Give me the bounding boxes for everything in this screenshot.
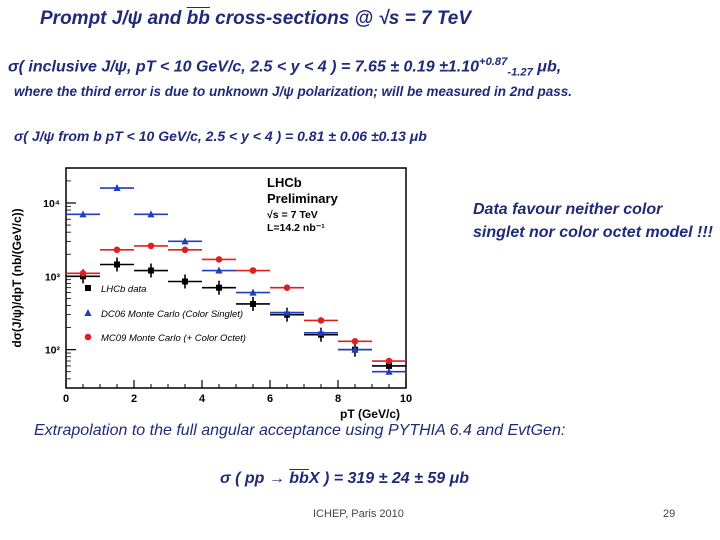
data-point [147,210,155,218]
legend-marker [84,333,92,341]
inclusive-text: σ( inclusive J/ψ, pT < 10 GeV/c, 2.5 < y… [8,58,480,76]
x-tick-label: 10 [400,393,412,405]
result-arrow: → [268,470,285,487]
series-2 [66,242,406,365]
inclusive-sup: +0.87 [479,56,508,68]
data-point [351,345,359,353]
y-axis-label: dσ(J/ψ)/dpT (nb/(GeV/c)) [10,208,24,347]
data-point [147,242,155,250]
y-tick-label: 10³ [45,271,61,283]
extrapolation-text: Extrapolation to the full angular accept… [34,422,566,439]
legend-marker [84,309,92,316]
data-point [181,237,189,245]
y-tick-label: 10⁴ [43,198,60,210]
series-1 [66,184,406,375]
result-bb: bb [289,470,309,487]
data-point [181,246,189,254]
data-point [215,266,223,274]
result-part3: X ) = 319 ± 24 ± 59 μb [308,470,470,487]
data-point [351,337,359,345]
legend-label: MC09 Monte Carlo (+ Color Octet) [101,333,246,344]
data-point [148,267,154,274]
annotation-line: Preliminary [267,191,339,206]
data-point [317,328,325,336]
data-point [283,308,291,316]
chart-axes: 0 2 4 6 8 10 10² 10³ 10⁴ pT (GeV/c) dσ(J/ψ)/dpT (n… [10,167,412,421]
x-tick-label: 8 [335,393,341,405]
data-point [182,278,188,285]
inclusive-sub: -1.27 [507,66,533,79]
data-point [216,284,222,291]
annotation-line: L=14.2 nb⁻¹ [267,222,325,234]
polarization-note: where the third error is due to unknown … [14,84,573,99]
slide-title: Prompt J/ψ and bb cross-sections @ √s = … [40,8,471,30]
annotation-line: √s = 7 TeV [267,209,318,221]
data-point [250,300,256,307]
data-point [249,267,257,274]
data-point [113,184,121,192]
x-tick-label: 2 [131,393,137,405]
x-tick-label: 0 [63,393,69,405]
data-point [114,261,120,268]
legend-label: DC06 Monte Carlo (Color Singlet) [101,309,243,320]
data-point [317,317,325,324]
legend-marker [85,285,91,291]
conclusion-note: Data favour neither color singlet nor co… [473,201,714,241]
data-point [113,246,121,254]
data-point [79,269,87,277]
inclusive-cross-section: σ( inclusive J/ψ, pT < 10 GeV/c, 2.5 < y… [8,56,561,79]
bb-cross-section-result: σ ( pp → bbX ) = 319 ± 24 ± 59 μb [220,470,469,488]
data-point [79,210,87,218]
annotation-line: LHCb [267,175,302,190]
legend-label: LHCb data [101,284,146,295]
data-point [283,284,291,291]
chart-series [66,184,406,375]
title-bb: bb [186,8,210,29]
x-tick-label: 6 [267,393,273,405]
data-point [386,362,392,369]
from-b-cross-section: σ( J/ψ from b pT < 10 GeV/c, 2.5 < y < 4… [14,128,427,144]
footer-text: ICHEP, Paris 2010 [313,508,404,520]
y-tick-label: 10² [45,345,61,357]
x-axis-label: pT (GeV/c) [340,407,400,421]
title-part1: Prompt J/ψ and [40,8,187,29]
page-number: 29 [663,508,676,520]
data-point [215,256,223,263]
data-point [249,288,257,296]
result-part1: σ ( pp [220,470,269,487]
x-tick-label: 4 [199,393,206,405]
cross-section-chart: 0 2 4 6 8 10 10² 10³ 10⁴ pT (GeV/c) dσ(J/ψ)/dpT (n… [10,167,412,421]
data-point [385,357,393,365]
chart-legend: LHCb data DC06 Monte Carlo (Color Singlet… [84,284,246,344]
inclusive-unit: μb, [532,58,562,76]
data-point [385,367,393,375]
title-part2: cross-sections @ √s = 7 TeV [209,8,471,29]
